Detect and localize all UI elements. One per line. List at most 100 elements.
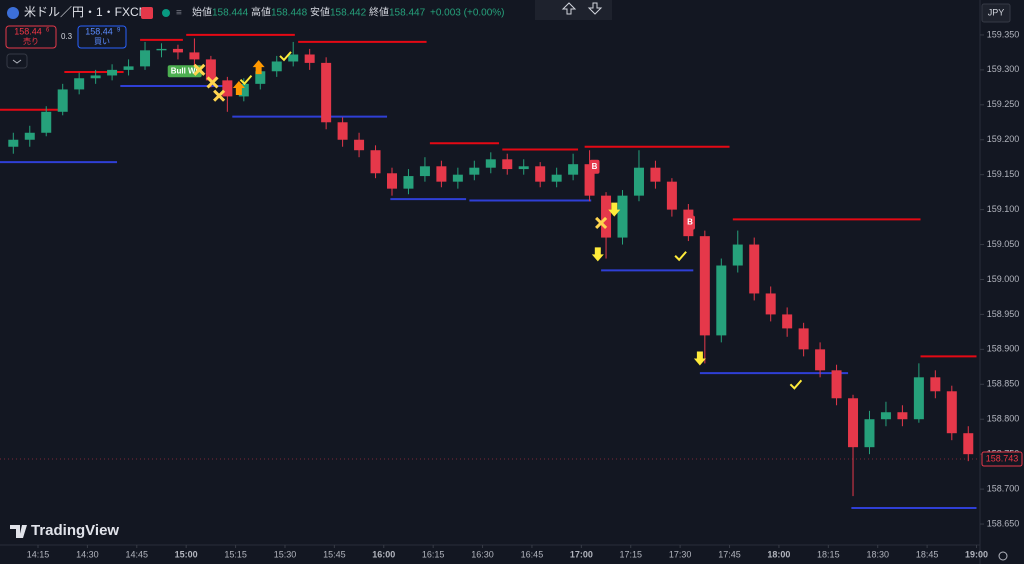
candle-body [238,83,249,97]
sell-label: 売り [23,36,39,46]
candle-body [8,139,19,147]
badge-label: B [687,218,693,227]
buy-price: 158.44 [85,26,113,36]
y-tick-label: 159.100 [987,204,1020,214]
candle-body [699,236,710,336]
candle-body [798,328,809,350]
y-tick-label: 159.150 [987,169,1020,179]
candle-body [57,89,68,112]
candle-body [650,167,661,182]
candle-body [732,244,743,266]
candle-body [551,174,562,182]
settings-button[interactable] [998,551,1008,561]
y-tick-label: 159.050 [987,239,1020,249]
candle-body [913,377,924,420]
y-tick-label: 159.350 [987,29,1020,39]
change: +0.003 (+0.00%) [430,8,505,19]
x-tick-label: 17:15 [619,549,642,559]
y-tick-label: 159.000 [987,274,1020,284]
candle-body [469,167,480,175]
spread: 0.3 [61,32,73,41]
candle-body [90,75,101,79]
badge [589,159,600,174]
badge [685,215,696,230]
down-arrow [693,351,706,366]
candle-body [255,71,266,84]
annotation-box [167,65,202,78]
sell-price-sup: 6 [46,28,50,34]
y-tick-label: 159.250 [987,99,1020,109]
candle-body [123,66,134,70]
candle-body [172,48,183,53]
candle-body [386,173,397,189]
buy-price-sup: 9 [117,28,121,34]
candle-body [74,78,85,90]
status-dot [162,9,170,17]
x-tick-label: 15:30 [274,549,297,559]
down-arrow [608,202,621,217]
x-tick-label: 18:30 [866,549,889,559]
candle-body [354,139,365,151]
arrow-up-button[interactable] [561,2,577,15]
candle-body [452,174,463,182]
candle-body [601,195,612,238]
candle-body [107,69,118,76]
annotation: Bull Wi [171,66,198,75]
candle-body [848,398,859,448]
overlay: 米ドル／円・1・FXCM ≡ +0.003 (+0.00%) 158.44 6 … [5,0,1011,561]
candle-body [864,419,875,448]
y-tick-label: 158.800 [987,414,1020,424]
plot-area: Bull Wi B B [0,33,980,509]
status-icon[interactable] [141,7,153,19]
cross-marker [206,76,219,89]
buy-button[interactable] [77,25,127,49]
x-tick-label: 19:00 [965,549,988,559]
last-price: 158.743 [986,453,1019,463]
x-tick-label: 16:45 [521,549,544,559]
symbol-icon [7,7,19,19]
candle-body [321,62,332,123]
candle-body [946,391,957,434]
candle-body [189,52,200,60]
ohlc-value: 158.442 [330,8,367,19]
currency: JPY [988,7,1005,17]
ohlc-value: 158.447 [389,8,426,19]
candle-body [831,370,842,399]
candle-body [41,111,52,133]
candle-body [222,80,233,97]
menu-icon[interactable]: ≡ [176,8,182,19]
candle-body [749,244,760,294]
candle-body [205,59,216,81]
y-tick-label: 159.300 [987,64,1020,74]
candle-body [140,50,151,67]
candle-body [485,159,496,168]
x-tick-label: 16:00 [372,549,395,559]
candle-body [568,164,579,175]
candle-body [156,48,167,51]
check-marker [789,379,803,390]
up-arrow [232,81,245,96]
candle-body [584,164,595,196]
candle-body [716,265,727,336]
candle-body [502,159,513,170]
sell-button[interactable] [5,25,57,49]
sell-price: 158.44 [14,26,42,36]
currency-button[interactable] [981,3,1011,23]
x-tick-label: 14:45 [126,549,149,559]
x-tick-label: 17:45 [718,549,741,559]
collapse-button[interactable] [6,53,28,69]
cross-marker [213,89,226,102]
candle-body [370,150,381,174]
last-price-box [981,451,1023,467]
logo-mark [10,525,27,538]
y-tick-label: 158.700 [987,483,1020,493]
arrow-down-button[interactable] [587,2,603,15]
ohlc-label: 始値 [192,6,212,19]
candle-body [419,166,430,177]
candle-body [304,54,315,63]
x-tick-label: 18:45 [916,549,939,559]
chevron [12,59,22,64]
